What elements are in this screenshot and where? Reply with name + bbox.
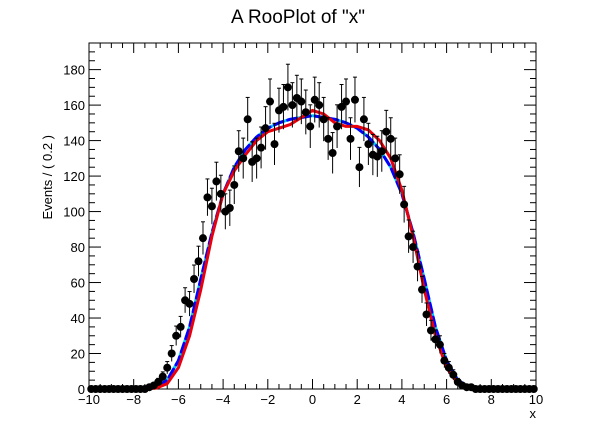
data-point [444, 363, 453, 372]
data-point [297, 97, 306, 106]
data-point [207, 202, 216, 211]
data-point [333, 122, 342, 131]
data-point [176, 322, 185, 331]
data-point [167, 349, 176, 358]
data-point [230, 180, 239, 189]
data-point [310, 95, 319, 104]
frame [88, 42, 537, 390]
data-point [418, 285, 427, 294]
data-point [301, 108, 310, 117]
data-point [395, 170, 404, 179]
data-point [350, 95, 359, 104]
x-tick-label: −6 [171, 392, 186, 407]
data-point [257, 143, 266, 152]
y-tick-label: 140 [63, 134, 85, 149]
blue-dashed-curve [87, 114, 538, 391]
x-tick-label: −2 [260, 392, 275, 407]
y-axis-label: Events / ( 0.2 ) [40, 135, 55, 220]
data-point [431, 335, 440, 344]
data-point [225, 204, 234, 213]
data-point [319, 115, 328, 124]
data-point [404, 232, 413, 241]
data-point [400, 200, 409, 209]
data-points [87, 63, 538, 393]
x-tick-label: 10 [529, 392, 543, 407]
x-tick-label: 8 [488, 392, 495, 407]
data-point [346, 134, 355, 143]
data-point [422, 310, 431, 319]
data-point [279, 102, 288, 111]
x-tick-label: 4 [398, 392, 405, 407]
data-point [359, 115, 368, 124]
x-tick-label: 2 [354, 392, 361, 407]
data-point [212, 177, 221, 186]
data-point [413, 262, 422, 271]
data-point [239, 154, 248, 163]
data-point [355, 163, 364, 172]
data-point [435, 340, 444, 349]
data-point [529, 385, 538, 393]
data-point [288, 101, 297, 110]
data-point [270, 140, 279, 149]
data-point [377, 147, 386, 156]
data-point [154, 377, 163, 386]
data-point [252, 154, 261, 163]
x-axis-label: x [530, 406, 537, 421]
x-tick-label: 6 [443, 392, 450, 407]
data-point [163, 363, 172, 372]
data-point [391, 154, 400, 163]
data-point [203, 193, 212, 202]
x-tick-label: −4 [216, 392, 231, 407]
data-point [158, 372, 167, 381]
data-point [216, 189, 225, 198]
y-tick-label: 20 [71, 347, 85, 362]
data-point [409, 243, 418, 252]
data-point [185, 299, 194, 308]
data-point [172, 331, 181, 340]
x-tick-label: −8 [126, 392, 141, 407]
data-point [198, 234, 207, 243]
data-point [364, 140, 373, 149]
axes: −10 −8 −6 −4 −2 0 2 4 6 8 100204060801001201401601… [63, 42, 543, 407]
data-point [440, 356, 449, 365]
data-point [342, 97, 351, 106]
data-point [324, 134, 333, 143]
data-point [449, 370, 458, 379]
data-point [328, 149, 337, 158]
data-point [190, 274, 199, 283]
chart-title: A RooPlot of "x" [231, 7, 365, 28]
data-point [243, 115, 252, 124]
data-point [234, 147, 243, 156]
y-tick-label: 40 [71, 311, 85, 326]
data-point [266, 97, 275, 106]
data-point [426, 326, 435, 335]
y-tick-label: 80 [71, 240, 85, 255]
data-point [261, 124, 270, 133]
y-tick-label: 160 [63, 98, 85, 113]
data-point [194, 257, 203, 266]
x-tick-label: 0 [309, 392, 316, 407]
y-tick-label: 60 [71, 276, 85, 291]
y-tick-label: 0 [78, 382, 85, 397]
data-point [306, 122, 315, 131]
data-point [382, 127, 391, 136]
data-point [315, 101, 324, 110]
data-point [283, 83, 292, 92]
data-point [373, 152, 382, 161]
x-tick-label: −10 [78, 392, 100, 407]
y-tick-label: 100 [63, 205, 85, 220]
data-point [386, 134, 395, 143]
y-tick-label: 120 [63, 169, 85, 184]
y-tick-label: 180 [63, 63, 85, 78]
data-point [337, 102, 346, 111]
